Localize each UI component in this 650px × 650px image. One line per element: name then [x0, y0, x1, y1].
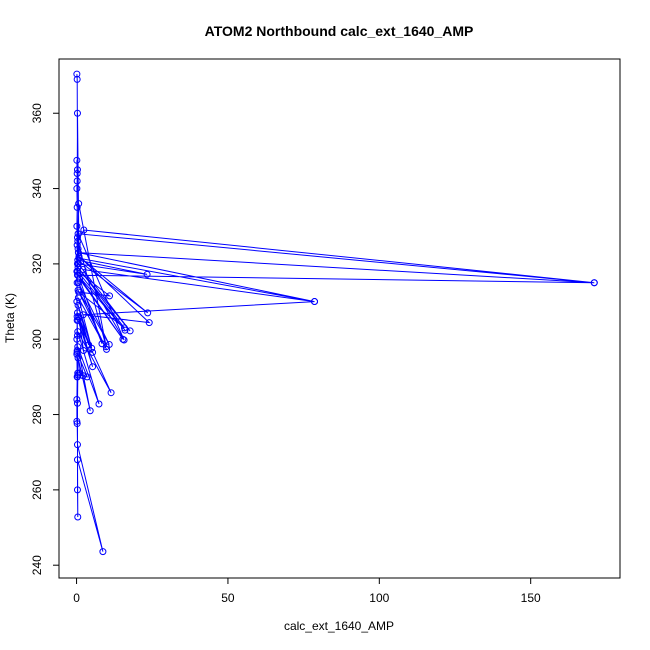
x-tick-label: 50 — [221, 591, 235, 605]
data-point — [144, 309, 152, 317]
data-point — [74, 369, 82, 377]
data-point — [73, 347, 81, 355]
data-point — [99, 548, 107, 556]
data-point — [73, 399, 81, 407]
series-layer — [73, 70, 598, 556]
data-point — [75, 288, 83, 296]
data-point — [74, 264, 82, 272]
data-point — [73, 335, 81, 343]
data-point — [73, 156, 81, 164]
data-point — [74, 230, 82, 238]
data-point — [102, 343, 110, 351]
data-point — [74, 343, 82, 351]
data-point — [74, 316, 82, 324]
series-line — [76, 74, 595, 552]
data-point — [74, 354, 82, 362]
y-tick-label: 240 — [30, 555, 44, 575]
data-point — [95, 400, 103, 408]
chart-title: ATOM2 Northbound calc_ext_1640_AMP — [205, 23, 474, 39]
data-point — [73, 75, 81, 83]
data-point — [73, 271, 81, 279]
data-point — [73, 185, 81, 193]
data-point — [74, 237, 82, 245]
data-point — [126, 327, 134, 335]
data-point — [73, 70, 81, 78]
data-point — [74, 513, 82, 521]
data-point — [107, 389, 115, 397]
y-tick-label: 340 — [30, 178, 44, 198]
data-point — [73, 395, 81, 403]
data-point — [73, 166, 81, 174]
data-point — [74, 328, 82, 336]
data-point — [73, 298, 81, 306]
data-point — [73, 331, 81, 339]
data-point — [73, 169, 81, 177]
data-point — [74, 256, 82, 264]
data-point — [120, 336, 128, 344]
data-point — [106, 292, 114, 300]
data-point — [145, 319, 153, 327]
data-point — [74, 301, 82, 309]
data-point — [75, 252, 83, 260]
data-point — [73, 203, 81, 211]
data-point — [74, 245, 82, 253]
y-tick-label: 260 — [30, 480, 44, 500]
x-tick-label: 150 — [521, 591, 541, 605]
data-point — [120, 324, 128, 332]
data-point — [75, 254, 83, 262]
data-point — [88, 344, 96, 352]
data-point — [73, 441, 81, 449]
data-point — [79, 266, 87, 274]
data-point — [73, 313, 81, 321]
data-point — [76, 275, 84, 283]
data-point — [311, 298, 319, 306]
data-point — [83, 373, 91, 381]
data-point — [73, 486, 81, 494]
data-point — [75, 200, 83, 208]
data-point — [86, 407, 94, 415]
data-point — [73, 456, 81, 464]
plot-frame — [58, 58, 621, 579]
x-tick-label: 100 — [369, 591, 389, 605]
data-point — [143, 270, 151, 278]
y-axis: 240 260 280 300 320 340 360 — [30, 103, 60, 575]
data-point — [74, 279, 82, 287]
x-tick-label: 0 — [73, 591, 80, 605]
data-point — [73, 241, 81, 249]
data-point — [73, 267, 81, 275]
data-point — [89, 348, 97, 356]
y-tick-label: 280 — [30, 404, 44, 424]
y-tick-label: 300 — [30, 329, 44, 349]
data-point — [119, 335, 127, 343]
data-point — [79, 311, 87, 319]
data-point — [73, 234, 81, 242]
data-point — [590, 279, 598, 287]
data-point — [73, 373, 81, 381]
data-point — [73, 417, 81, 425]
data-point — [73, 420, 81, 428]
y-tick-label: 360 — [30, 103, 44, 123]
data-point — [73, 109, 81, 117]
x-axis-label: calc_ext_1640_AMP — [284, 619, 394, 633]
data-point — [76, 369, 84, 377]
y-tick-label: 320 — [30, 254, 44, 274]
y-axis-label: Theta (K) — [3, 293, 17, 343]
data-point — [73, 177, 81, 185]
data-point — [89, 363, 97, 371]
data-point — [73, 222, 81, 230]
data-point — [80, 226, 88, 234]
x-axis: 0 50 100 150 — [73, 577, 541, 605]
